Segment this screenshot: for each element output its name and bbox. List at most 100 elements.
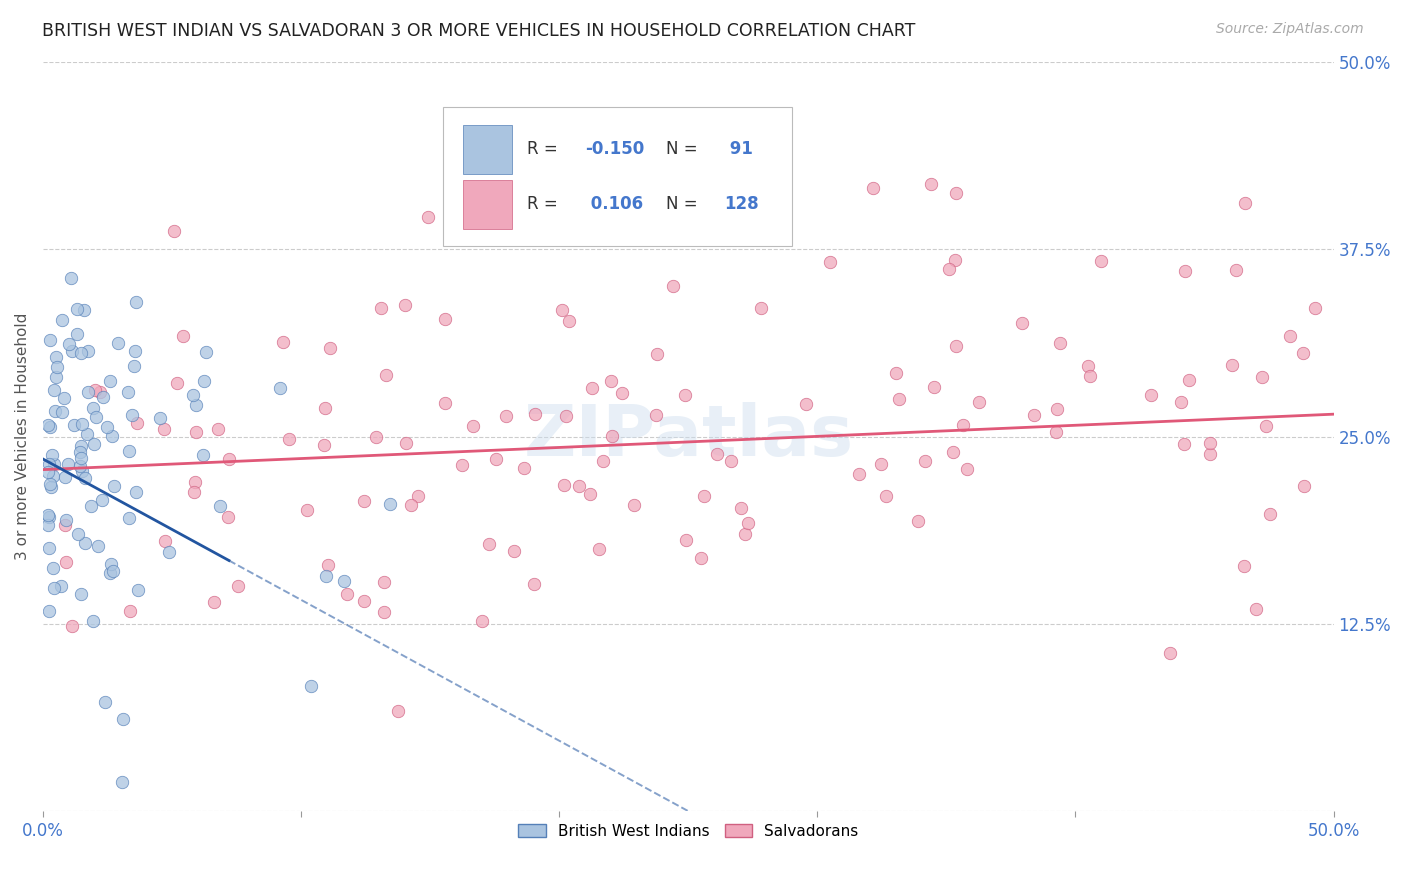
Point [218, 452, 240, 467]
Point [44, 581, 66, 595]
Text: 0.106: 0.106 [585, 194, 644, 212]
Point [60, 271, 83, 285]
Point [1279, 328, 1302, 343]
Point [42, 383, 65, 397]
Point [70, 464, 93, 478]
Point [730, 501, 752, 516]
Point [1077, 359, 1099, 373]
Point [1258, 508, 1281, 522]
Point [749, 301, 772, 315]
Point [461, 418, 484, 433]
Point [181, 388, 204, 402]
Point [675, 533, 697, 548]
Point [52, 392, 75, 406]
Point [82, 614, 104, 628]
FancyBboxPatch shape [443, 107, 792, 245]
Point [299, 680, 322, 694]
Point [875, 489, 897, 503]
Point [588, 541, 610, 556]
Point [553, 478, 575, 492]
Point [416, 211, 439, 225]
Point [862, 180, 884, 194]
Point [907, 514, 929, 528]
Point [111, 774, 134, 789]
Point [495, 409, 517, 423]
Point [38, 509, 60, 524]
Point [1220, 358, 1243, 372]
Point [1246, 602, 1268, 616]
Point [581, 381, 603, 395]
Point [62, 418, 84, 433]
Point [60, 344, 83, 359]
Point [408, 489, 430, 503]
Point [1090, 253, 1112, 268]
Point [75, 535, 97, 549]
Point [186, 398, 208, 412]
Point [100, 429, 122, 443]
Point [69, 587, 91, 601]
Point [51, 313, 73, 327]
Point [117, 384, 139, 399]
Point [1140, 387, 1163, 401]
Point [70, 451, 93, 466]
Point [794, 397, 817, 411]
Point [69, 444, 91, 458]
Point [485, 452, 508, 467]
Point [1022, 408, 1045, 422]
Point [37, 466, 59, 480]
Point [193, 448, 215, 462]
Point [118, 443, 141, 458]
Point [39, 419, 62, 434]
Point [157, 545, 180, 559]
Text: R =: R = [527, 140, 562, 158]
Point [673, 388, 696, 402]
Point [269, 381, 291, 395]
Point [1256, 418, 1278, 433]
Point [125, 294, 148, 309]
Point [568, 479, 591, 493]
Point [70, 417, 93, 432]
Point [75, 471, 97, 485]
Point [1170, 394, 1192, 409]
Point [523, 577, 546, 591]
Point [217, 510, 239, 524]
Point [41, 448, 63, 462]
Point [124, 359, 146, 374]
Point [77, 384, 100, 399]
Point [87, 539, 110, 553]
Point [333, 574, 356, 589]
Point [1292, 479, 1315, 493]
Point [623, 498, 645, 512]
Point [38, 541, 60, 556]
Point [208, 499, 231, 513]
Point [612, 386, 634, 401]
Text: BRITISH WEST INDIAN VS SALVADORAN 3 OR MORE VEHICLES IN HOUSEHOLD CORRELATION CH: BRITISH WEST INDIAN VS SALVADORAN 3 OR M… [42, 22, 915, 40]
Point [336, 587, 359, 601]
Y-axis label: 3 or more Vehicles in Household: 3 or more Vehicles in Household [15, 313, 30, 560]
Point [1199, 436, 1222, 450]
Point [127, 583, 149, 598]
Point [599, 374, 621, 388]
Point [118, 604, 141, 618]
Point [395, 435, 418, 450]
Point [1177, 373, 1199, 387]
Point [67, 527, 90, 541]
Point [42, 561, 65, 575]
Point [84, 409, 107, 424]
Point [869, 457, 891, 471]
Point [373, 575, 395, 590]
Point [945, 339, 967, 353]
Point [820, 255, 842, 269]
Point [1234, 196, 1257, 211]
Point [647, 347, 669, 361]
Point [66, 302, 89, 317]
Point [450, 458, 472, 472]
Point [314, 401, 336, 416]
Point [38, 476, 60, 491]
Point [89, 384, 111, 399]
Point [37, 418, 59, 433]
Point [103, 479, 125, 493]
Point [734, 527, 756, 541]
Point [37, 508, 59, 522]
Point [554, 409, 576, 423]
